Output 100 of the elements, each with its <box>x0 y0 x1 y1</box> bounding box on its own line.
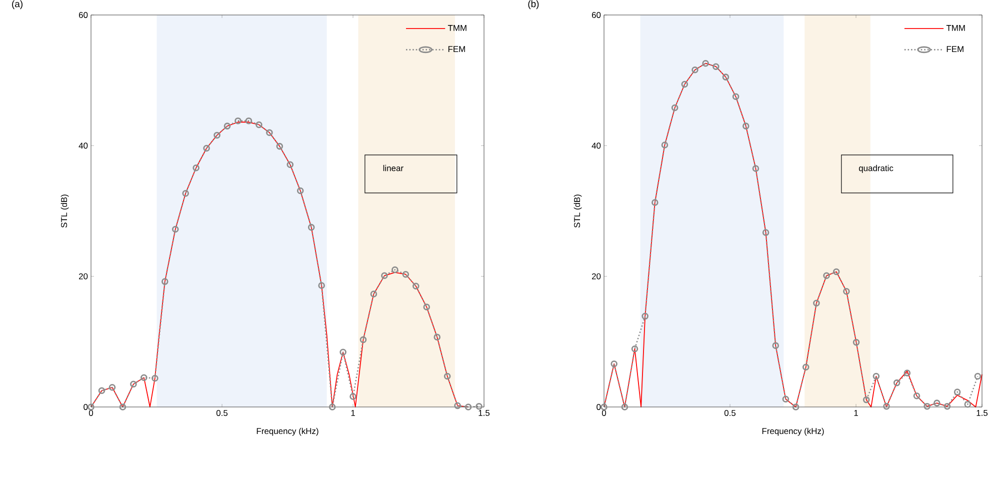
point <box>98 387 106 394</box>
point <box>182 190 189 197</box>
x-tick-label: 1.5 <box>976 410 988 416</box>
point <box>964 400 972 408</box>
point <box>661 142 668 148</box>
y-tick-label: 0 <box>84 404 88 410</box>
y-tick-label: 40 <box>78 142 88 149</box>
point <box>476 402 482 410</box>
y-tick-label: 60 <box>592 12 601 18</box>
point <box>350 393 356 400</box>
point <box>203 144 210 152</box>
point <box>792 404 800 410</box>
point <box>370 290 378 298</box>
point <box>402 270 410 278</box>
point <box>702 60 709 67</box>
y-axis-title: STL (dB) <box>60 194 69 228</box>
point <box>712 63 720 70</box>
y-axis-title: STL (dB) <box>574 194 582 228</box>
point <box>214 132 220 139</box>
point <box>872 372 880 380</box>
y-tick-label: 20 <box>592 273 601 280</box>
x-tick-label: 1 <box>854 410 858 416</box>
point <box>172 226 179 233</box>
point <box>108 384 116 391</box>
legend-label: TMM <box>448 25 466 31</box>
point <box>266 129 273 136</box>
point <box>671 104 678 112</box>
point <box>276 142 284 150</box>
legend-label: TMM <box>946 25 965 31</box>
point <box>934 400 940 406</box>
x-axis-title: Frequency (kHz) <box>256 428 318 436</box>
point <box>434 334 441 340</box>
x-axis-title: Frequency (kHz) <box>762 428 824 436</box>
point <box>423 304 430 310</box>
point <box>308 224 315 231</box>
point <box>256 121 262 128</box>
point <box>954 388 961 396</box>
point <box>381 272 388 280</box>
point <box>642 312 648 320</box>
point <box>752 165 760 172</box>
point <box>852 338 860 346</box>
point <box>296 187 304 194</box>
point <box>823 272 830 280</box>
point <box>862 396 870 404</box>
point <box>692 66 698 74</box>
annotation: quadratic <box>858 164 894 173</box>
point <box>192 164 200 172</box>
point <box>162 278 168 285</box>
annotation: linear <box>383 164 404 172</box>
y-tick-label: 20 <box>78 273 88 280</box>
point <box>802 364 810 371</box>
point <box>119 404 126 410</box>
x-tick-label: 0 <box>602 410 606 416</box>
point <box>722 74 730 80</box>
point <box>340 348 346 356</box>
chart-title: (a) <box>12 0 22 10</box>
legend-label: FEM <box>946 46 964 52</box>
point <box>360 336 367 344</box>
point <box>762 229 770 236</box>
point <box>924 402 930 410</box>
point <box>328 404 336 410</box>
point <box>681 80 688 88</box>
x-tick-label: 1.5 <box>478 410 490 416</box>
point <box>464 404 472 410</box>
legend-label: FEM <box>448 46 465 52</box>
y-tick-label: 60 <box>79 12 88 18</box>
point <box>224 122 231 130</box>
point <box>813 300 820 306</box>
point <box>444 372 451 380</box>
point <box>152 374 158 382</box>
x-tick-label: 0.5 <box>216 410 228 416</box>
y-tick-label: 40 <box>592 142 601 149</box>
point <box>832 268 840 276</box>
point <box>318 282 325 289</box>
point <box>782 396 790 403</box>
point <box>904 370 911 376</box>
point <box>130 380 137 388</box>
point <box>234 117 242 124</box>
point <box>454 402 461 410</box>
point <box>610 360 618 368</box>
point <box>621 404 628 410</box>
point <box>944 402 951 410</box>
point <box>772 342 780 349</box>
point <box>742 122 750 130</box>
point <box>631 345 638 352</box>
point <box>140 374 148 381</box>
x-tick-label: 0.5 <box>724 410 736 416</box>
point <box>392 266 398 274</box>
point <box>883 402 890 410</box>
point <box>652 199 658 206</box>
chart-title: (b) <box>528 0 539 10</box>
point <box>974 372 982 380</box>
y-tick-label: 0 <box>596 404 601 410</box>
point <box>913 392 920 400</box>
point <box>732 93 740 100</box>
x-tick-label: 1 <box>351 410 355 416</box>
point <box>245 117 252 124</box>
point <box>286 161 294 168</box>
point <box>843 288 850 295</box>
point <box>893 379 900 386</box>
